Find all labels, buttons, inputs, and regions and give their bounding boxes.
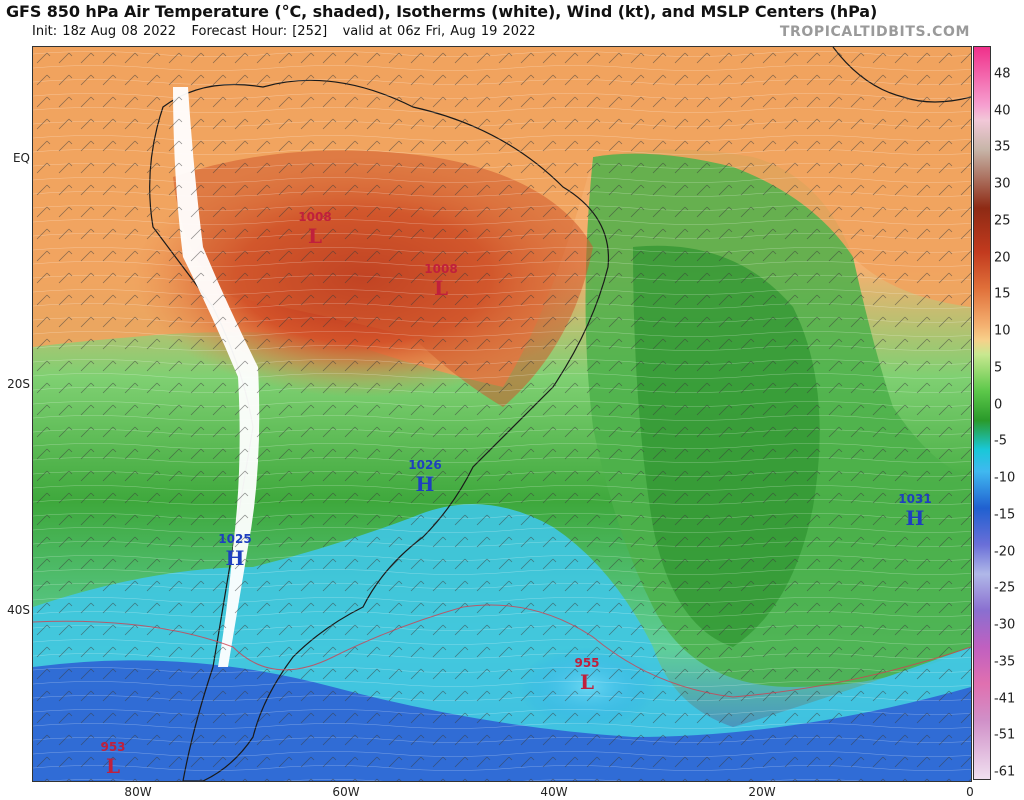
pressure-letter: H <box>226 546 245 570</box>
pressure-letter: L <box>106 754 120 778</box>
run-info: Init: 18z Aug 08 2022 Forecast Hour: [25… <box>32 24 536 39</box>
colorbar-label: 25 <box>994 213 1011 229</box>
colorbar-label: 0 <box>994 397 1003 413</box>
pressure-letter: L <box>580 670 594 694</box>
pressure-letter: H <box>906 506 925 530</box>
map-panel[interactable]: 1008 L 1008 L 1026 H 1025 H 1031 H 955 L 953 L <box>32 46 972 782</box>
map-title: GFS 850 hPa Air Temperature (°C, shaded)… <box>6 2 878 21</box>
wind-barbs <box>33 47 971 781</box>
pressure-value: 1025 <box>218 532 251 546</box>
colorbar-label: 10 <box>994 323 1011 339</box>
forecast-hour: Forecast Hour: [252] <box>191 24 328 39</box>
colorbar <box>973 46 991 780</box>
lat-label-40s: 40S <box>7 603 30 617</box>
colorbar-label: -30 <box>994 617 1016 633</box>
colorbar-label: 35 <box>994 139 1011 155</box>
valid-time: valid at 06z Fri, Aug 19 2022 <box>342 24 536 39</box>
lon-label-60w: 60W <box>332 785 360 799</box>
lat-label-20s: 20S <box>7 377 30 391</box>
lat-label-eq: EQ <box>12 151 30 165</box>
pressure-value: 953 <box>100 740 125 754</box>
lon-label-20w: 20W <box>748 785 776 799</box>
freezing-contour <box>33 604 971 698</box>
pressure-value: 1008 <box>298 210 331 224</box>
colorbar-label: 40 <box>994 103 1011 119</box>
lon-label-40w: 40W <box>540 785 568 799</box>
colorbar-label: -15 <box>994 507 1016 523</box>
pressure-value: 955 <box>574 656 599 670</box>
init-time: Init: 18z Aug 08 2022 <box>32 24 177 39</box>
site-watermark: TROPICALTIDBITS.COM <box>779 24 970 40</box>
colorbar-label: 20 <box>994 250 1011 266</box>
pressure-letter: H <box>416 472 435 496</box>
colorbar-label: -20 <box>994 544 1016 560</box>
lon-label-0: 0 <box>966 785 974 799</box>
pressure-value: 1008 <box>424 262 457 276</box>
pressure-letter: L <box>434 276 448 300</box>
colorbar-label: -5 <box>994 433 1007 449</box>
colorbar-label: 30 <box>994 176 1011 192</box>
colorbar-label: -25 <box>994 580 1016 596</box>
lon-label-80w: 80W <box>124 785 152 799</box>
colorbar-label: 5 <box>994 360 1003 376</box>
colorbar-label: -61 <box>994 764 1016 780</box>
colorbar-label: -35 <box>994 654 1016 670</box>
pressure-value: 1026 <box>408 458 441 472</box>
pressure-value: 1031 <box>898 492 931 506</box>
pressure-letter: L <box>308 224 322 248</box>
colorbar-label: -10 <box>994 470 1016 486</box>
colorbar-label: -51 <box>994 727 1016 743</box>
colorbar-label: -41 <box>994 691 1016 707</box>
colorbar-label: 48 <box>994 66 1011 82</box>
colorbar-label: 15 <box>994 286 1011 302</box>
